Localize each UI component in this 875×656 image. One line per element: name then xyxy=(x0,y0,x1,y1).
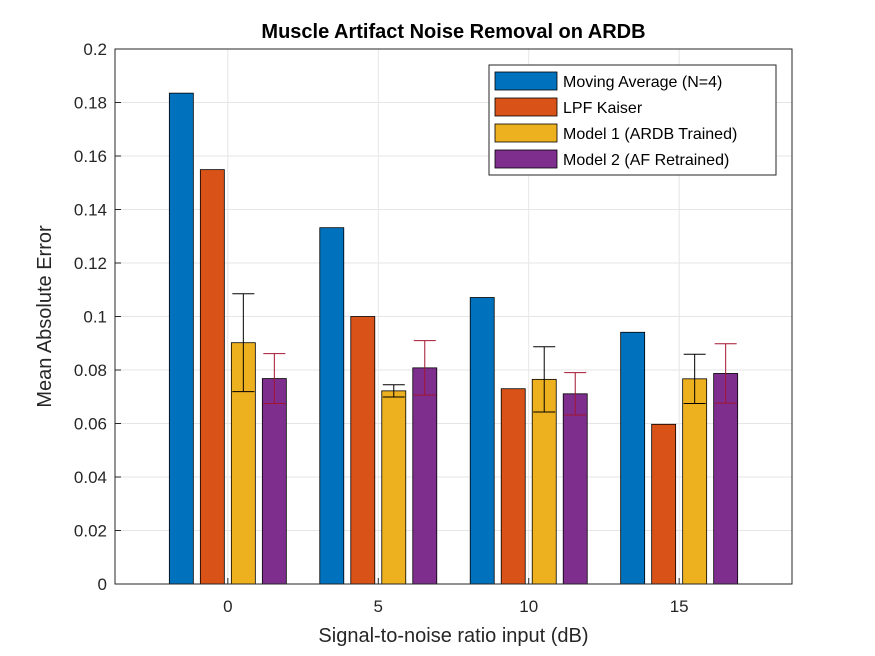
error-bar xyxy=(232,293,255,393)
x-tick-label: 15 xyxy=(670,597,689,616)
y-tick-label: 0.14 xyxy=(74,201,107,220)
legend-swatch xyxy=(494,97,558,117)
bar xyxy=(713,373,739,585)
bar xyxy=(381,390,407,585)
legend-item: Model 2 (AF Retrained) xyxy=(494,149,729,169)
y-axis-ticks: 0 0.02 0.04 0.06 0.08 0.1 0.12 0.14 0.16 0.18 0.2 xyxy=(74,40,121,594)
legend-label: Model 1 (ARDB Trained) xyxy=(563,126,737,143)
legend-item: Moving Average (N=4) xyxy=(494,71,722,91)
y-tick-label: 0.04 xyxy=(74,468,107,487)
y-tick-label: 0.02 xyxy=(74,522,107,541)
bar xyxy=(168,92,194,585)
y-tick-label: 0.06 xyxy=(74,415,107,434)
bars xyxy=(168,92,739,585)
error-bars xyxy=(232,293,737,416)
y-tick-label: 0.12 xyxy=(74,254,107,273)
y-tick-label: 0.08 xyxy=(74,361,107,380)
error-bar xyxy=(533,346,556,413)
bar xyxy=(620,331,646,585)
x-axis-label: Signal-to-noise ratio input (dB) xyxy=(318,625,588,647)
bar xyxy=(469,297,495,585)
y-axis-label: Mean Absolute Error xyxy=(34,225,56,408)
bar xyxy=(199,169,225,585)
bar xyxy=(531,378,557,585)
legend-swatch xyxy=(494,123,558,143)
legend-label: Model 2 (AF Retrained) xyxy=(563,152,729,169)
bar xyxy=(412,367,438,585)
y-tick-label: 0.1 xyxy=(83,308,107,327)
error-bar xyxy=(714,343,737,404)
y-tick-label: 0.16 xyxy=(74,147,107,166)
bar xyxy=(682,378,708,585)
legend-label: LPF Kaiser xyxy=(563,100,643,117)
chart-title: Muscle Artifact Noise Removal on ARDB xyxy=(261,21,645,43)
legend-item: LPF Kaiser xyxy=(494,97,643,117)
x-axis-ticks: 0 5 10 15 xyxy=(223,578,689,616)
legend-swatch xyxy=(494,71,558,91)
x-tick-label: 10 xyxy=(519,597,538,616)
bar xyxy=(319,227,345,585)
x-tick-label: 0 xyxy=(223,597,232,616)
error-bar xyxy=(683,353,706,404)
error-bar xyxy=(263,353,286,404)
bar xyxy=(500,388,526,585)
y-tick-label: 0 xyxy=(98,575,107,594)
y-tick-label: 0.2 xyxy=(83,40,107,59)
legend-label: Moving Average (N=4) xyxy=(563,74,722,91)
bar xyxy=(562,393,588,585)
y-tick-label: 0.18 xyxy=(74,94,107,113)
error-bar xyxy=(413,340,436,396)
legend-item: Model 1 (ARDB Trained) xyxy=(494,123,737,143)
error-bar xyxy=(564,372,587,416)
bar xyxy=(651,423,677,585)
bar xyxy=(350,316,376,585)
legend: Moving Average (N=4) LPF Kaiser Model 1 (A… xyxy=(488,64,777,176)
x-tick-label: 5 xyxy=(374,597,383,616)
error-bar xyxy=(382,384,405,398)
legend-swatch xyxy=(494,149,558,169)
bar xyxy=(261,378,287,585)
